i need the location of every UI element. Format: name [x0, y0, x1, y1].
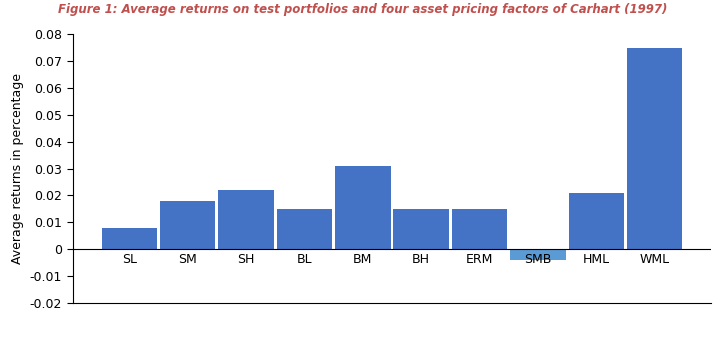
Bar	[219, 190, 274, 249]
Text: SMB: SMB	[524, 253, 552, 266]
Text: Figure 1: Average returns on test portfolios and four asset pricing factors of C: Figure 1: Average returns on test portfo…	[58, 3, 668, 17]
Bar	[627, 48, 682, 249]
Bar	[277, 209, 333, 249]
Bar	[102, 228, 157, 249]
Text: SH: SH	[237, 253, 255, 266]
Bar	[510, 249, 566, 260]
Bar	[452, 209, 507, 249]
Bar	[335, 166, 391, 249]
Text: SL: SL	[122, 253, 137, 266]
Bar	[160, 201, 216, 249]
Text: SM: SM	[179, 253, 197, 266]
Bar	[568, 193, 624, 249]
Bar	[393, 209, 449, 249]
Text: BM: BM	[353, 253, 372, 266]
Y-axis label: Average returns in percentage: Average returns in percentage	[11, 73, 24, 264]
Text: HML: HML	[583, 253, 610, 266]
Text: WML: WML	[640, 253, 670, 266]
Text: ERM: ERM	[466, 253, 493, 266]
Text: BH: BH	[412, 253, 431, 266]
Text: BL: BL	[297, 253, 312, 266]
